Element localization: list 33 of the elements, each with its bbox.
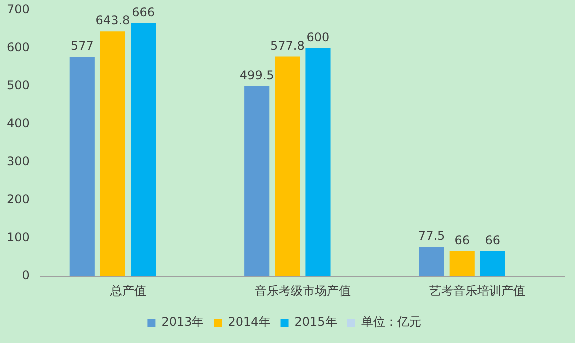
y-tick-label: 100 [7, 230, 30, 245]
y-tick-label: 500 [7, 78, 30, 92]
y-tick-label: 700 [7, 2, 30, 16]
data-label: 577 [70, 39, 94, 54]
bar [306, 48, 331, 277]
x-tick-label: 艺考音乐培训产值 [430, 284, 526, 298]
data-label: 77.5 [418, 229, 446, 244]
legend-label: 2013年 [162, 315, 204, 330]
y-tick-label: 200 [7, 192, 30, 207]
y-tick-label: 300 [7, 154, 30, 169]
y-tick-label: 0 [22, 268, 30, 283]
data-label: 66 [454, 234, 470, 248]
bar [100, 32, 126, 277]
bar [275, 56, 300, 277]
y-tick-label: 400 [7, 116, 30, 130]
data-label: 577.8 [270, 38, 305, 53]
bar [70, 57, 95, 277]
bar [131, 23, 156, 277]
bar [450, 251, 475, 277]
data-label: 600 [306, 30, 330, 44]
legend-label: 单位：亿元 [361, 315, 422, 330]
data-label: 643.8 [96, 14, 130, 28]
data-label: 666 [132, 5, 155, 20]
legend-label: 2015年 [294, 315, 338, 330]
data-label: 499.5 [240, 68, 274, 83]
legend-label: 2014年 [228, 315, 271, 330]
x-tick-label: 总产值 [109, 284, 146, 298]
y-tick-label: 600 [7, 40, 30, 54]
bar [419, 247, 444, 277]
x-tick-label: 音乐考级市场产值 [254, 284, 351, 298]
data-label: 66 [485, 234, 501, 248]
bar [480, 251, 506, 277]
bar [244, 86, 270, 277]
